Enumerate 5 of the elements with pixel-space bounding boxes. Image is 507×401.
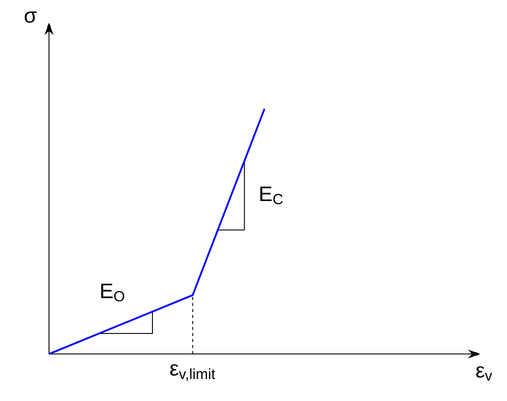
annotation: E$_{C}$ <box>260 186 283 204</box>
x-axis-title: ε$_{v}$ <box>476 366 492 381</box>
y-axis-title: σ <box>24 12 36 23</box>
annotation: E$_{O}$ <box>101 284 124 302</box>
text: ε$_{v,limit}$ <box>170 364 216 381</box>
